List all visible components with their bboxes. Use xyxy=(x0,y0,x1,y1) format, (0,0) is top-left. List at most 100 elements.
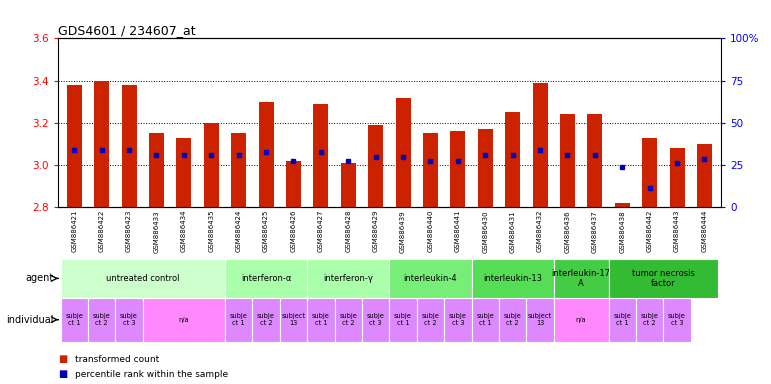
Text: subje
ct 1: subje ct 1 xyxy=(613,313,631,326)
Text: GSM886436: GSM886436 xyxy=(564,210,571,253)
Text: subje
ct 2: subje ct 2 xyxy=(641,313,658,326)
Text: GDS4601 / 234607_at: GDS4601 / 234607_at xyxy=(58,24,196,37)
Text: subje
ct 2: subje ct 2 xyxy=(422,313,439,326)
Text: GSM886440: GSM886440 xyxy=(427,210,433,252)
Text: GSM886422: GSM886422 xyxy=(99,210,105,252)
Bar xyxy=(335,298,362,342)
Bar xyxy=(67,85,82,207)
Bar xyxy=(669,148,685,207)
Bar xyxy=(472,259,554,298)
Text: GSM886421: GSM886421 xyxy=(71,210,77,252)
Text: untreated control: untreated control xyxy=(106,274,180,283)
Text: GSM886423: GSM886423 xyxy=(126,210,132,252)
Text: GSM886441: GSM886441 xyxy=(455,210,461,252)
Bar xyxy=(636,298,663,342)
Text: subje
ct 2: subje ct 2 xyxy=(503,313,522,326)
Text: interferon-γ: interferon-γ xyxy=(323,274,373,283)
Bar xyxy=(258,102,274,207)
Text: subje
ct 3: subje ct 3 xyxy=(367,313,385,326)
Text: GSM886432: GSM886432 xyxy=(537,210,543,252)
Text: interleukin-13: interleukin-13 xyxy=(483,274,542,283)
Bar xyxy=(307,259,389,298)
Text: interferon-α: interferon-α xyxy=(241,274,291,283)
Bar xyxy=(417,298,444,342)
Text: GSM886435: GSM886435 xyxy=(208,210,214,252)
Bar xyxy=(554,298,608,342)
Text: agent: agent xyxy=(25,273,54,283)
Bar xyxy=(560,114,575,207)
Bar xyxy=(252,298,280,342)
Text: individual: individual xyxy=(6,314,54,325)
Text: GSM886443: GSM886443 xyxy=(674,210,680,252)
Text: subject
13: subject 13 xyxy=(528,313,552,326)
Text: subje
ct 1: subje ct 1 xyxy=(66,313,83,326)
Bar xyxy=(389,259,472,298)
Text: subje
ct 1: subje ct 1 xyxy=(230,313,247,326)
Text: GSM886425: GSM886425 xyxy=(263,210,269,252)
Bar xyxy=(143,298,225,342)
Bar xyxy=(588,114,602,207)
Bar xyxy=(116,298,143,342)
Bar xyxy=(608,259,718,298)
Bar xyxy=(444,298,472,342)
Bar xyxy=(280,298,307,342)
Bar xyxy=(231,133,246,207)
Bar xyxy=(225,259,307,298)
Bar xyxy=(608,298,636,342)
Text: subje
ct 1: subje ct 1 xyxy=(312,313,330,326)
Bar xyxy=(396,98,411,207)
Bar xyxy=(341,163,355,207)
Text: ■: ■ xyxy=(58,369,67,379)
Text: ■: ■ xyxy=(58,354,67,364)
Text: subje
ct 3: subje ct 3 xyxy=(668,313,686,326)
Text: interleukin-4: interleukin-4 xyxy=(404,274,457,283)
Bar xyxy=(697,144,712,207)
Bar xyxy=(642,138,657,207)
Bar xyxy=(61,259,225,298)
Text: GSM886438: GSM886438 xyxy=(619,210,625,253)
Bar xyxy=(368,125,383,207)
Bar xyxy=(88,298,116,342)
Bar xyxy=(478,129,493,207)
Bar xyxy=(204,123,219,207)
Bar xyxy=(286,161,301,207)
Text: subje
ct 2: subje ct 2 xyxy=(257,313,275,326)
Bar xyxy=(225,298,252,342)
Bar xyxy=(423,133,438,207)
Text: GSM886424: GSM886424 xyxy=(236,210,241,252)
Text: n/a: n/a xyxy=(179,317,189,323)
Text: subje
ct 3: subje ct 3 xyxy=(120,313,138,326)
Text: GSM886439: GSM886439 xyxy=(400,210,406,253)
Text: GSM886431: GSM886431 xyxy=(510,210,516,253)
Text: interleukin-17
A: interleukin-17 A xyxy=(551,269,611,288)
Text: GSM886429: GSM886429 xyxy=(372,210,379,252)
Text: tumor necrosis
factor: tumor necrosis factor xyxy=(632,269,695,288)
Bar xyxy=(505,112,520,207)
Text: subje
ct 2: subje ct 2 xyxy=(93,313,110,326)
Bar xyxy=(614,203,630,207)
Text: GSM886434: GSM886434 xyxy=(181,210,187,252)
Bar xyxy=(177,138,191,207)
Text: percentile rank within the sample: percentile rank within the sample xyxy=(75,370,228,379)
Bar xyxy=(554,259,608,298)
Text: GSM886433: GSM886433 xyxy=(153,210,160,253)
Text: GSM886437: GSM886437 xyxy=(592,210,598,253)
Text: GSM886444: GSM886444 xyxy=(702,210,708,252)
Bar xyxy=(122,85,136,207)
Text: n/a: n/a xyxy=(576,317,587,323)
Text: subject
13: subject 13 xyxy=(281,313,305,326)
Text: GSM886426: GSM886426 xyxy=(291,210,297,252)
Text: subje
ct 1: subje ct 1 xyxy=(476,313,494,326)
Bar xyxy=(450,131,466,207)
Bar xyxy=(94,81,109,207)
Text: GSM886428: GSM886428 xyxy=(345,210,352,252)
Text: GSM886442: GSM886442 xyxy=(647,210,652,252)
Bar xyxy=(307,298,335,342)
Bar xyxy=(149,133,164,207)
Bar xyxy=(362,298,389,342)
Text: subje
ct 1: subje ct 1 xyxy=(394,313,412,326)
Bar xyxy=(61,298,88,342)
Bar xyxy=(389,298,417,342)
Text: GSM886430: GSM886430 xyxy=(482,210,488,253)
Bar xyxy=(313,104,328,207)
